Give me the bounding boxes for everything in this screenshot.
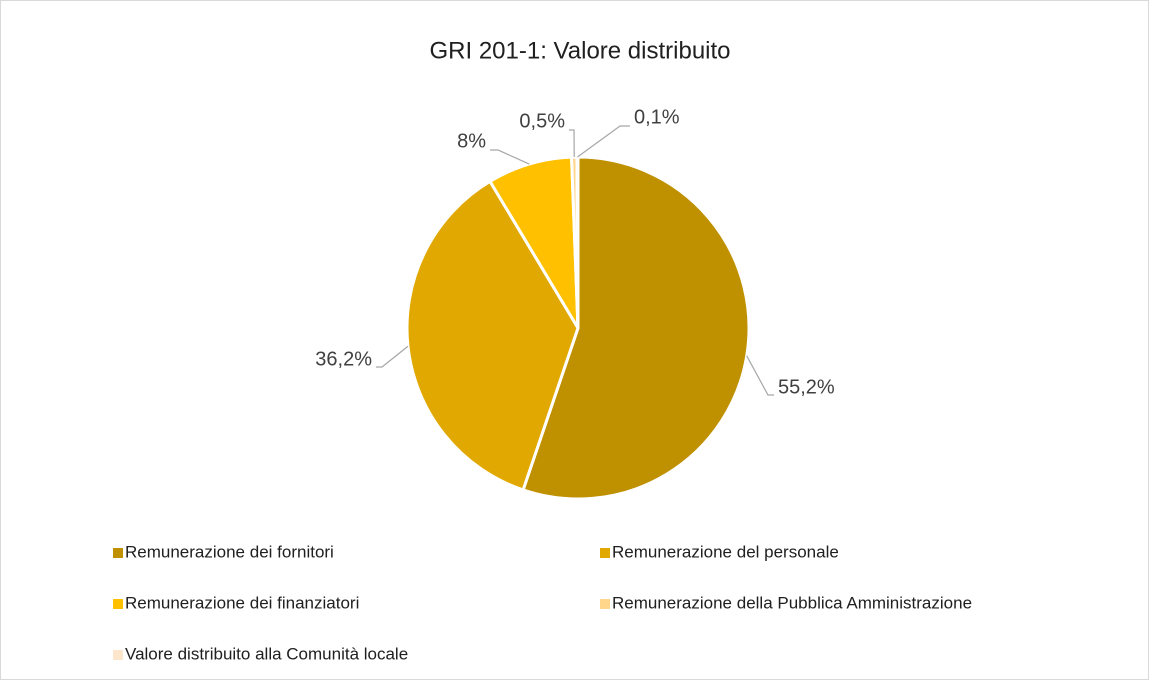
legend-label: Remunerazione del personale [612, 542, 839, 561]
data-label: 0,1% [634, 106, 680, 128]
data-label: 55,2% [778, 376, 835, 398]
leader-line [746, 355, 774, 396]
leader-line [569, 129, 575, 158]
legend-swatch [113, 599, 123, 609]
data-label: 0,5% [519, 110, 565, 132]
pie-slice [575, 155, 580, 329]
pie-slice [521, 155, 751, 501]
leader-line [376, 345, 409, 368]
data-label: 8% [457, 130, 486, 152]
leader-line [577, 125, 630, 158]
legend-swatch [600, 599, 610, 609]
legend-swatch [113, 548, 123, 558]
legend-label: Remunerazione dei finanziatori [125, 593, 359, 612]
legend-label: Remunerazione della Pubblica Amministraz… [612, 593, 972, 612]
leader-line [490, 149, 530, 165]
legend-swatch [113, 650, 123, 660]
legend-label: Remunerazione dei fornitori [125, 542, 334, 561]
legend-swatch [600, 548, 610, 558]
legend-label: Valore distribuito alla Comunità locale [125, 644, 408, 663]
chart-title: GRI 201-1: Valore distribuito [429, 37, 730, 64]
data-label: 36,2% [315, 348, 372, 370]
